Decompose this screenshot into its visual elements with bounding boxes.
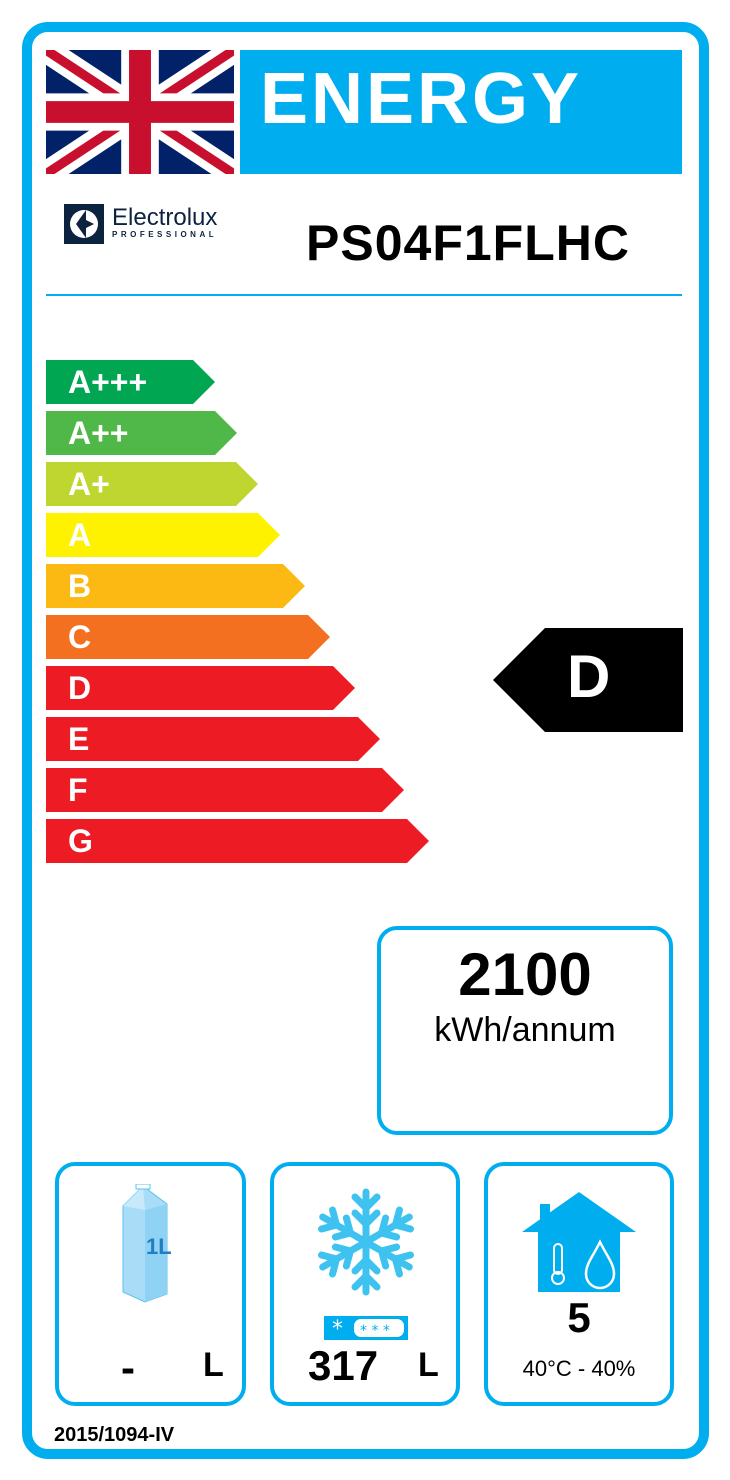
energy-class-label: D <box>68 670 92 706</box>
energy-class-bar-d: D <box>46 666 355 710</box>
energy-class-bar-aplus: A+ <box>46 462 258 506</box>
milk-carton-icon: 1L <box>122 1184 171 1303</box>
divider <box>46 294 682 296</box>
snowflake-icon <box>318 1188 414 1296</box>
energy-class-label: A <box>68 517 92 553</box>
consumption-box: 2100 kWh/annum <box>377 926 673 1135</box>
climate-house-icon <box>522 1192 636 1292</box>
energy-class-bar-c: C <box>46 615 330 659</box>
frozen-unit: L <box>418 1346 439 1384</box>
label-frame <box>22 22 709 1459</box>
energy-class-bar-f: F <box>46 768 404 812</box>
rating-letter: D <box>567 643 611 710</box>
consumption-value: 2100 <box>458 941 592 1008</box>
freezer-star-rating-icon: * * * * <box>324 1316 408 1340</box>
energy-title: ENERGY <box>240 50 682 174</box>
energy-class-label: C <box>68 619 92 655</box>
energy-class-label: B <box>68 568 92 604</box>
electrolux-logo-icon <box>64 204 104 244</box>
energy-class-label: A++ <box>68 415 129 451</box>
energy-class-label: A+ <box>68 466 110 502</box>
chilled-value: - <box>121 1344 135 1391</box>
brand-name: Electrolux <box>112 204 218 231</box>
energy-class-label: F <box>68 772 88 808</box>
svg-text:* * *: * * * <box>360 1323 390 1339</box>
chilled-unit: L <box>203 1346 224 1384</box>
chilled-volume-box: 1L - L <box>55 1162 246 1406</box>
energy-class-bar-a: A <box>46 513 280 557</box>
climate-class-box: 5 40°C - 40% <box>484 1162 674 1406</box>
uk-flag-icon <box>46 50 234 174</box>
climate-class-value: 5 <box>567 1294 591 1341</box>
svg-text:*: * <box>332 1317 343 1340</box>
brand-sub: PROFESSIONAL <box>112 230 218 239</box>
consumption-unit: kWh/annum <box>434 1011 616 1049</box>
energy-class-bar-b: B <box>46 564 305 608</box>
carton-label: 1L <box>146 1234 171 1259</box>
energy-class-bar-e: E <box>46 717 380 761</box>
energy-class-bar-aplusplus: A++ <box>46 411 237 455</box>
energy-class-label: G <box>68 823 93 859</box>
rating-indicator: D <box>493 628 683 732</box>
regulation-reference: 2015/1094-IV <box>54 1424 175 1446</box>
climate-conditions: 40°C - 40% <box>522 1356 636 1381</box>
energy-class-label: A+++ <box>68 364 148 400</box>
energy-class-bar-aplusplusplus: A+++ <box>46 360 215 404</box>
energy-class-bar-g: G <box>46 819 429 863</box>
frozen-value: 317 <box>308 1342 379 1389</box>
energy-class-label: E <box>68 721 90 757</box>
model-number: PS04F1FLHC <box>306 215 630 271</box>
brand-logo: Electrolux PROFESSIONAL <box>64 204 217 244</box>
frozen-volume-box: * * * * 317 L <box>270 1162 460 1406</box>
